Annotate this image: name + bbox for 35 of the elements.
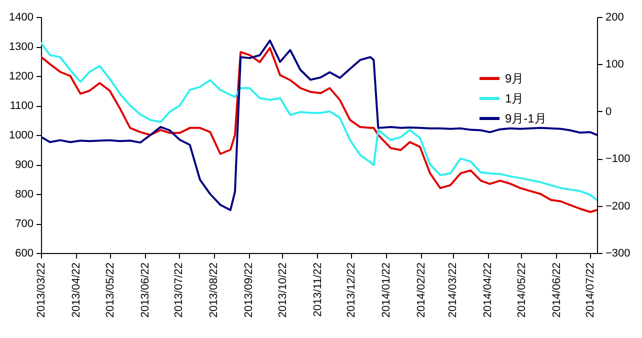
y2-tick-label: 0 bbox=[606, 106, 612, 118]
y-tick-label: 1200 bbox=[9, 70, 34, 82]
y-tick-label: 1100 bbox=[10, 100, 34, 112]
y2-tick-label: 200 bbox=[606, 12, 624, 24]
y-tick-label: 1000 bbox=[9, 130, 34, 142]
x-tick-label: 2013/12/22 bbox=[346, 262, 358, 318]
legend-label: 1月 bbox=[505, 92, 524, 106]
y-tick-label: 1300 bbox=[9, 41, 34, 53]
legend-label: 9月 bbox=[505, 72, 524, 86]
y-tick-label: 1400 bbox=[9, 12, 34, 24]
x-tick-label: 2013/11/22 bbox=[312, 262, 324, 317]
y-tick-label: 600 bbox=[15, 248, 34, 260]
x-tick-label: 2013/10/22 bbox=[276, 262, 289, 318]
y2-tick-label: 100 bbox=[606, 58, 624, 71]
legend-label: 9月-1月 bbox=[505, 112, 546, 126]
x-tick-label: 2014/02/22 bbox=[416, 262, 428, 318]
x-tick-label: 2014/03/22 bbox=[447, 262, 460, 318]
y2-tick-label: −200 bbox=[606, 200, 630, 212]
x-tick-label: 2014/04/22 bbox=[482, 262, 494, 318]
x-tick-label: 2013/04/22 bbox=[70, 262, 82, 318]
x-tick-label: 2013/07/22 bbox=[173, 262, 186, 318]
x-tick-label: 2014/01/22 bbox=[380, 262, 393, 318]
x-tick-label: 2013/05/22 bbox=[104, 262, 116, 318]
x-tick-label: 2013/03/22 bbox=[36, 262, 48, 318]
y-tick-label: 700 bbox=[15, 218, 34, 230]
y-tick-label: 900 bbox=[15, 159, 34, 171]
x-tick-label: 2014/07/22 bbox=[584, 262, 597, 318]
x-tick-label: 2014/06/22 bbox=[550, 262, 563, 318]
y2-tick-label: −100 bbox=[606, 153, 630, 166]
y-tick-label: 800 bbox=[15, 188, 34, 200]
x-tick-label: 2013/09/22 bbox=[243, 262, 256, 318]
x-tick-label: 2014/05/22 bbox=[516, 262, 528, 318]
x-tick-label: 2013/06/22 bbox=[139, 262, 152, 318]
x-tick-label: 2013/08/22 bbox=[208, 262, 220, 318]
y2-tick-label: −300 bbox=[606, 248, 630, 260]
